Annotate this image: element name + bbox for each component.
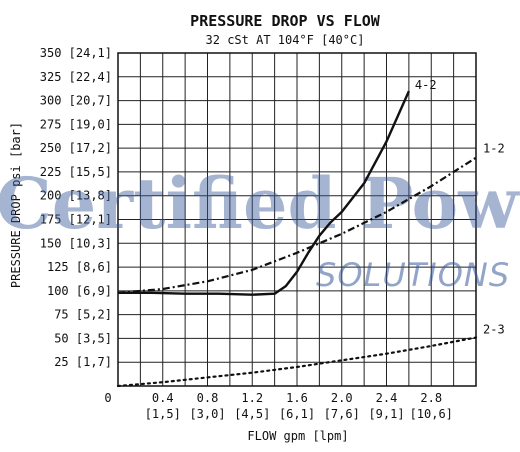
y-tick-label: 200 [13,8] bbox=[40, 189, 112, 203]
x-tick-sublabel: [4,5] bbox=[234, 407, 270, 421]
y-tick-label: 325 [22,4] bbox=[40, 70, 112, 84]
x-tick-sublabel: [1,5] bbox=[145, 407, 181, 421]
y-axis-label: PRESSURE DROP psi [bar] bbox=[9, 122, 23, 288]
x-tick-sublabel: [10,6] bbox=[410, 407, 453, 421]
y-tick-label: 50 [3,5] bbox=[54, 331, 112, 345]
y-tick-label: 250 [17,2] bbox=[40, 141, 112, 155]
series-line-4-2 bbox=[118, 90, 410, 296]
x-tick-label: 0.8 bbox=[197, 391, 219, 405]
series-label: 1-2 bbox=[483, 142, 505, 156]
y-tick-label: 75 [5,2] bbox=[54, 308, 112, 322]
series-line-2-3 bbox=[116, 336, 478, 388]
series-line-1-2 bbox=[117, 156, 477, 294]
y-tick-label: 125 [8,6] bbox=[47, 260, 112, 274]
x-tick-sublabel: [9,1] bbox=[368, 407, 404, 421]
x-tick-label: 2.8 bbox=[420, 391, 442, 405]
y-tick-label: 275 [19,0] bbox=[40, 117, 112, 131]
watermark-line1: Certified Power bbox=[0, 162, 520, 245]
series-lines bbox=[116, 90, 478, 388]
x-tick-sublabel: [3,0] bbox=[189, 407, 225, 421]
y-tick-label: 300 [20,7] bbox=[40, 94, 112, 108]
series-labels: 4-2 1-2 2-3 bbox=[415, 78, 505, 336]
x-tick-label: 1.2 bbox=[241, 391, 263, 405]
x-tick-sublabel: [7,6] bbox=[324, 407, 360, 421]
chart-title: PRESSURE DROP VS FLOW bbox=[190, 12, 381, 30]
x-axis-ticks: 0 0.4 [1,5] 0.8 [3,0] 1.2 [4,5] 1.6 [6,1] 2.0 [7,6… bbox=[104, 391, 453, 421]
watermark-logo: Certified Power SOLUTIONS bbox=[0, 162, 520, 294]
x-axis-label: FLOW gpm [lpm] bbox=[247, 429, 348, 443]
y-tick-label: 150 [10,3] bbox=[40, 236, 112, 250]
y-axis-ticks: 25 [1,7] 50 [3,5] 75 [5,2] 100 [6,9] 125 [8,… bbox=[40, 46, 112, 369]
x-tick-label: 0.4 bbox=[152, 391, 174, 405]
plot-frame bbox=[117, 52, 477, 387]
watermark-line2: SOLUTIONS bbox=[316, 256, 510, 294]
y-tick-label: 350 [24,1] bbox=[40, 46, 112, 60]
chart-subtitle: 32 cSt AT 104°F [40°C] bbox=[206, 33, 365, 47]
x-tick-label: 0 bbox=[104, 391, 111, 405]
x-tick-sublabel: [6,1] bbox=[279, 407, 315, 421]
series-label: 4-2 bbox=[415, 78, 437, 92]
y-tick-label: 25 [1,7] bbox=[54, 355, 112, 369]
y-tick-label: 100 [6,9] bbox=[47, 284, 112, 298]
y-tick-label: 225 [15,5] bbox=[40, 165, 112, 179]
x-tick-label: 2.0 bbox=[331, 391, 353, 405]
x-tick-label: 2.4 bbox=[376, 391, 398, 405]
y-tick-label: 175 [12,1] bbox=[40, 213, 112, 227]
x-tick-label: 1.6 bbox=[286, 391, 308, 405]
series-label: 2-3 bbox=[483, 322, 505, 336]
